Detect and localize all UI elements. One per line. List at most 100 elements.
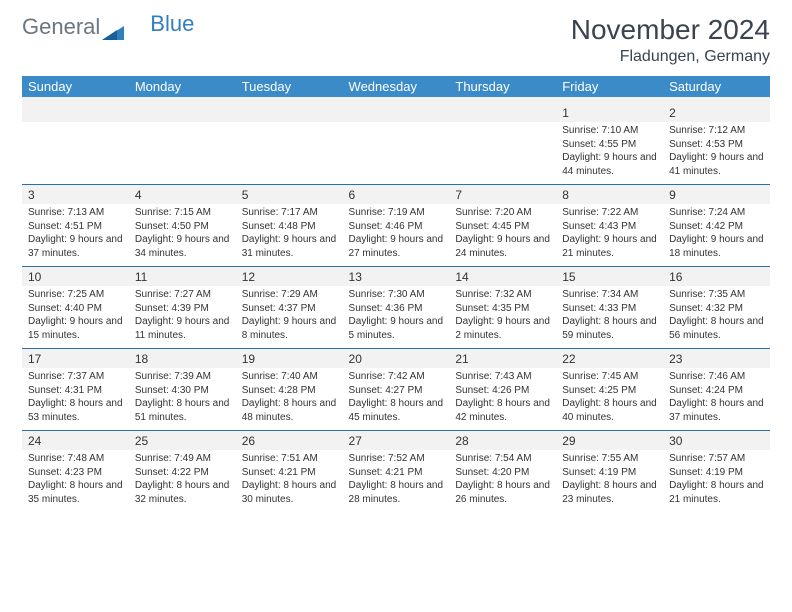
day-number-cell: 25	[129, 431, 236, 451]
sunrise-text: Sunrise: 7:15 AM	[135, 206, 230, 220]
day-info-cell: Sunrise: 7:12 AMSunset: 4:53 PMDaylight:…	[663, 122, 770, 185]
sunset-text: Sunset: 4:30 PM	[135, 384, 230, 398]
daylight-text: Daylight: 8 hours and 51 minutes.	[135, 397, 230, 424]
sunset-text: Sunset: 4:48 PM	[242, 220, 337, 234]
day-info-cell: Sunrise: 7:45 AMSunset: 4:25 PMDaylight:…	[556, 368, 663, 431]
daylight-text: Daylight: 8 hours and 42 minutes.	[455, 397, 550, 424]
day-number-cell: 7	[449, 185, 556, 205]
calendar-table: Sunday Monday Tuesday Wednesday Thursday…	[22, 76, 770, 512]
sunset-text: Sunset: 4:39 PM	[135, 302, 230, 316]
sunset-text: Sunset: 4:53 PM	[669, 138, 764, 152]
day-info-cell: Sunrise: 7:15 AMSunset: 4:50 PMDaylight:…	[129, 204, 236, 267]
sunset-text: Sunset: 4:25 PM	[562, 384, 657, 398]
sunset-text: Sunset: 4:23 PM	[28, 466, 123, 480]
sunset-text: Sunset: 4:37 PM	[242, 302, 337, 316]
daylight-text: Daylight: 8 hours and 45 minutes.	[349, 397, 444, 424]
day-info-cell: Sunrise: 7:51 AMSunset: 4:21 PMDaylight:…	[236, 450, 343, 512]
daylight-text: Daylight: 8 hours and 35 minutes.	[28, 479, 123, 506]
day-number-cell: 3	[22, 185, 129, 205]
sunrise-text: Sunrise: 7:24 AM	[669, 206, 764, 220]
day-number-cell: 27	[343, 431, 450, 451]
location-label: Fladungen, Germany	[571, 48, 770, 66]
logo-text-1: General	[22, 14, 100, 40]
sunset-text: Sunset: 4:31 PM	[28, 384, 123, 398]
day-info-cell: Sunrise: 7:49 AMSunset: 4:22 PMDaylight:…	[129, 450, 236, 512]
empty-cell	[343, 122, 450, 185]
sunset-text: Sunset: 4:42 PM	[669, 220, 764, 234]
sunrise-text: Sunrise: 7:12 AM	[669, 124, 764, 138]
sunset-text: Sunset: 4:22 PM	[135, 466, 230, 480]
day-number-cell: 15	[556, 267, 663, 287]
daylight-text: Daylight: 8 hours and 40 minutes.	[562, 397, 657, 424]
day-number-cell: 2	[663, 103, 770, 122]
sunrise-text: Sunrise: 7:55 AM	[562, 452, 657, 466]
month-title: November 2024	[571, 14, 770, 46]
day-number-cell: 12	[236, 267, 343, 287]
day-info-cell: Sunrise: 7:13 AMSunset: 4:51 PMDaylight:…	[22, 204, 129, 267]
sunrise-text: Sunrise: 7:48 AM	[28, 452, 123, 466]
sunrise-text: Sunrise: 7:42 AM	[349, 370, 444, 384]
day-header: Wednesday	[343, 76, 450, 97]
empty-cell	[129, 122, 236, 185]
day-number-cell: 23	[663, 349, 770, 369]
day-info-cell: Sunrise: 7:48 AMSunset: 4:23 PMDaylight:…	[22, 450, 129, 512]
day-number-cell: 14	[449, 267, 556, 287]
day-info-cell: Sunrise: 7:22 AMSunset: 4:43 PMDaylight:…	[556, 204, 663, 267]
day-number-cell: 29	[556, 431, 663, 451]
daylight-text: Daylight: 9 hours and 5 minutes.	[349, 315, 444, 342]
daylight-text: Daylight: 9 hours and 41 minutes.	[669, 151, 764, 178]
day-info-cell: Sunrise: 7:19 AMSunset: 4:46 PMDaylight:…	[343, 204, 450, 267]
day-number-cell: 21	[449, 349, 556, 369]
daylight-text: Daylight: 9 hours and 11 minutes.	[135, 315, 230, 342]
daylight-text: Daylight: 8 hours and 23 minutes.	[562, 479, 657, 506]
sunset-text: Sunset: 4:32 PM	[669, 302, 764, 316]
sunset-text: Sunset: 4:21 PM	[242, 466, 337, 480]
day-info-cell: Sunrise: 7:10 AMSunset: 4:55 PMDaylight:…	[556, 122, 663, 185]
day-info-cell: Sunrise: 7:55 AMSunset: 4:19 PMDaylight:…	[556, 450, 663, 512]
sunset-text: Sunset: 4:27 PM	[349, 384, 444, 398]
sunrise-text: Sunrise: 7:52 AM	[349, 452, 444, 466]
day-number-row: 12	[22, 103, 770, 122]
sunrise-text: Sunrise: 7:49 AM	[135, 452, 230, 466]
day-number-row: 24252627282930	[22, 431, 770, 451]
empty-cell	[449, 122, 556, 185]
day-info-cell: Sunrise: 7:29 AMSunset: 4:37 PMDaylight:…	[236, 286, 343, 349]
day-info-cell: Sunrise: 7:39 AMSunset: 4:30 PMDaylight:…	[129, 368, 236, 431]
sunrise-text: Sunrise: 7:29 AM	[242, 288, 337, 302]
daylight-text: Daylight: 9 hours and 21 minutes.	[562, 233, 657, 260]
sunrise-text: Sunrise: 7:22 AM	[562, 206, 657, 220]
empty-cell	[343, 103, 450, 122]
sunrise-text: Sunrise: 7:32 AM	[455, 288, 550, 302]
day-info-cell: Sunrise: 7:24 AMSunset: 4:42 PMDaylight:…	[663, 204, 770, 267]
day-info-row: Sunrise: 7:48 AMSunset: 4:23 PMDaylight:…	[22, 450, 770, 512]
daylight-text: Daylight: 9 hours and 44 minutes.	[562, 151, 657, 178]
sunrise-text: Sunrise: 7:17 AM	[242, 206, 337, 220]
sunset-text: Sunset: 4:20 PM	[455, 466, 550, 480]
daylight-text: Daylight: 9 hours and 8 minutes.	[242, 315, 337, 342]
sunset-text: Sunset: 4:35 PM	[455, 302, 550, 316]
sunset-text: Sunset: 4:45 PM	[455, 220, 550, 234]
sunrise-text: Sunrise: 7:13 AM	[28, 206, 123, 220]
sunrise-text: Sunrise: 7:35 AM	[669, 288, 764, 302]
daylight-text: Daylight: 9 hours and 2 minutes.	[455, 315, 550, 342]
sunset-text: Sunset: 4:40 PM	[28, 302, 123, 316]
daylight-text: Daylight: 8 hours and 53 minutes.	[28, 397, 123, 424]
day-number-cell: 6	[343, 185, 450, 205]
daylight-text: Daylight: 9 hours and 31 minutes.	[242, 233, 337, 260]
daylight-text: Daylight: 8 hours and 32 minutes.	[135, 479, 230, 506]
day-header: Monday	[129, 76, 236, 97]
sunset-text: Sunset: 4:28 PM	[242, 384, 337, 398]
sunrise-text: Sunrise: 7:57 AM	[669, 452, 764, 466]
day-info-cell: Sunrise: 7:20 AMSunset: 4:45 PMDaylight:…	[449, 204, 556, 267]
day-info-cell: Sunrise: 7:42 AMSunset: 4:27 PMDaylight:…	[343, 368, 450, 431]
day-number-cell: 9	[663, 185, 770, 205]
day-info-row: Sunrise: 7:13 AMSunset: 4:51 PMDaylight:…	[22, 204, 770, 267]
day-number-cell: 13	[343, 267, 450, 287]
empty-cell	[22, 122, 129, 185]
day-number-cell: 30	[663, 431, 770, 451]
sunset-text: Sunset: 4:24 PM	[669, 384, 764, 398]
day-number-cell: 10	[22, 267, 129, 287]
day-info-cell: Sunrise: 7:32 AMSunset: 4:35 PMDaylight:…	[449, 286, 556, 349]
day-header: Tuesday	[236, 76, 343, 97]
day-info-cell: Sunrise: 7:54 AMSunset: 4:20 PMDaylight:…	[449, 450, 556, 512]
